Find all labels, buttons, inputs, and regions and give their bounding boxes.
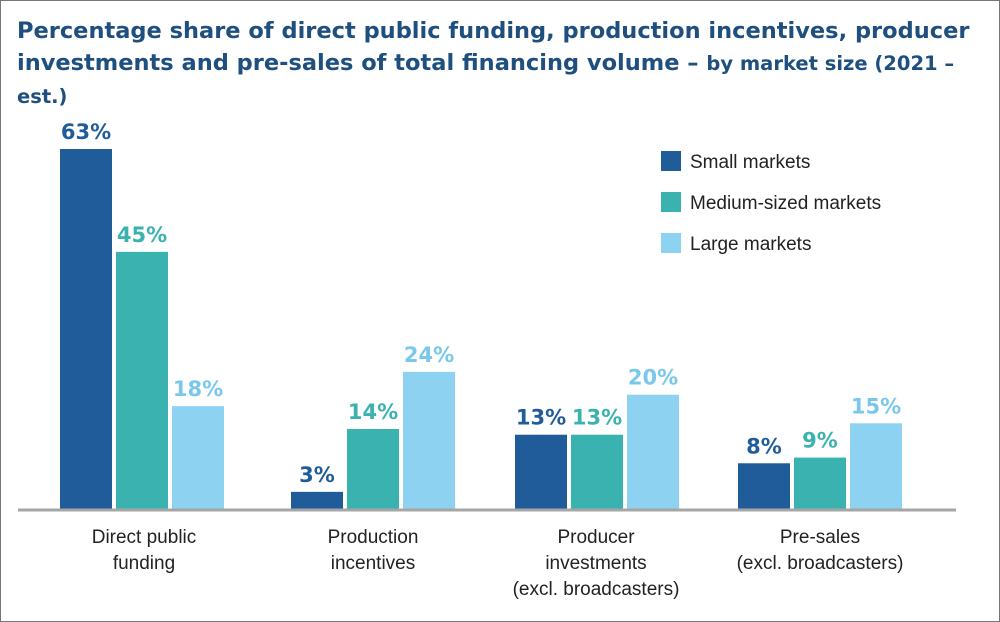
bar-2-3: [571, 434, 623, 509]
legend: Small markets Medium-sized markets Large m…: [661, 151, 881, 255]
legend-label-2: Medium-sized markets: [690, 193, 881, 214]
value-label-2-2: 14%: [348, 400, 398, 424]
bars-group: [60, 149, 902, 509]
bar-1-2: [291, 491, 343, 509]
value-label-3-2: 24%: [404, 343, 454, 367]
value-label-1-4: 8%: [746, 434, 782, 458]
legend-label-1: Small markets: [690, 152, 810, 173]
category-label-3-line-3: (excl. broadcasters): [513, 579, 680, 600]
legend-swatch-2: [661, 192, 681, 212]
category-label-1-line-2: funding: [113, 553, 175, 574]
category-label-2-line-1: Production: [328, 527, 419, 548]
value-label-3-1: 18%: [173, 377, 223, 401]
chart-subtitle: by market size (2021 – est.): [17, 52, 955, 108]
category-label-2-line-2: incentives: [331, 553, 416, 574]
category-label-4-line-1: Pre-sales: [780, 527, 860, 548]
value-label-2-1: 45%: [117, 223, 167, 247]
bar-1-3: [515, 434, 567, 509]
bar-2-4: [794, 457, 846, 509]
category-label-3-line-1: Producer: [557, 527, 635, 548]
bar-2-2: [347, 429, 399, 509]
chart-title-main: Percentage share of direct public fundin…: [17, 18, 970, 76]
category-label-3-line-2: investments: [545, 553, 646, 574]
value-label-3-3: 20%: [628, 366, 678, 390]
bar-1-4: [738, 463, 790, 509]
value-labels-group: 63% 3% 13% 8% 45% 14% 13% 9% 18% 24% 20% 15%: [61, 120, 901, 487]
value-label-1-3: 13%: [516, 406, 566, 430]
bar-2-1: [116, 251, 168, 509]
bar-3-3: [627, 394, 679, 509]
legend-swatch-3: [661, 233, 681, 253]
value-label-1-2: 3%: [299, 463, 335, 487]
bar-1-1: [60, 149, 112, 509]
legend-label-3: Large markets: [690, 234, 811, 255]
bar-3-2: [403, 371, 455, 509]
bar-3-1: [172, 406, 224, 509]
bar-3-4: [850, 423, 902, 509]
value-label-3-4: 15%: [851, 394, 901, 418]
value-label-2-4: 9%: [802, 429, 838, 453]
category-label-1-line-1: Direct public: [92, 527, 197, 548]
category-labels-group: Direct public funding Production incentives…: [92, 527, 904, 600]
value-label-2-3: 13%: [572, 406, 622, 430]
legend-swatch-1: [661, 151, 681, 171]
value-label-1-1: 63%: [61, 120, 111, 144]
chart-title: Percentage share of direct public fundin…: [17, 15, 987, 113]
category-label-4-line-2: (excl. broadcasters): [737, 553, 904, 574]
